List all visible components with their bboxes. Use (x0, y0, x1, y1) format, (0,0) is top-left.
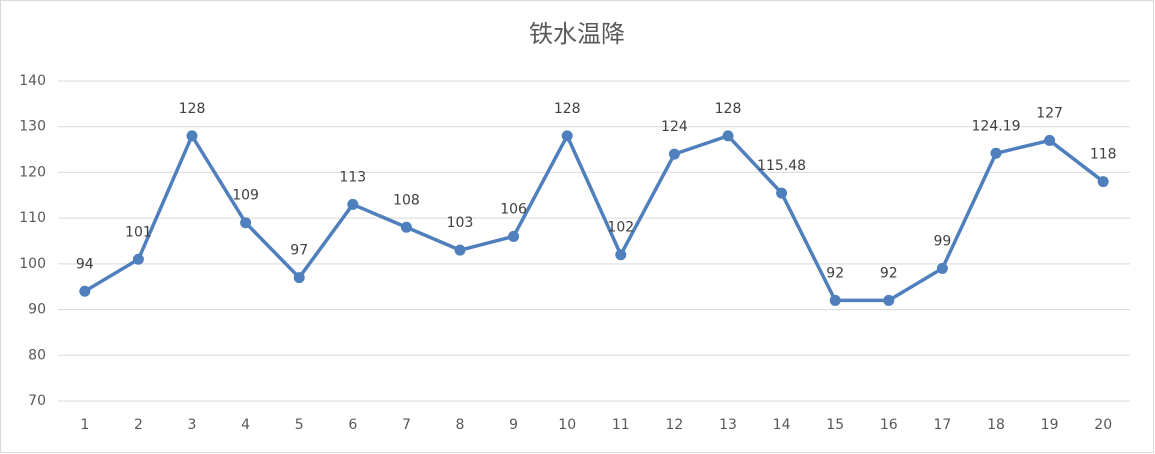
marker (240, 217, 252, 229)
y-tick-label: 110 (19, 210, 46, 226)
x-tick-label: 20 (1094, 417, 1112, 433)
data-label: 124 (661, 119, 688, 135)
data-label: 124.19 (972, 118, 1021, 134)
x-tick-label: 14 (773, 417, 791, 433)
data-label: 102 (607, 220, 634, 236)
y-tick-label: 100 (19, 256, 46, 272)
x-tick-label: 2 (134, 417, 143, 433)
marker (132, 253, 144, 265)
y-tick-label: 70 (28, 393, 46, 409)
marker (508, 230, 520, 242)
x-tick-label: 10 (558, 417, 576, 433)
x-tick-label: 19 (1041, 417, 1059, 433)
data-label: 92 (880, 265, 898, 281)
data-label: 118 (1090, 147, 1117, 163)
marker (1044, 134, 1056, 146)
x-tick-label: 8 (456, 417, 465, 433)
marker (990, 147, 1002, 159)
marker (561, 130, 573, 142)
x-tick-label: 18 (987, 417, 1005, 433)
y-tick-label: 90 (28, 302, 46, 318)
y-tick-label: 140 (19, 73, 46, 89)
marker (668, 148, 680, 160)
x-tick-label: 3 (188, 417, 197, 433)
x-tick-label: 17 (933, 417, 951, 433)
data-label: 103 (447, 215, 474, 231)
x-tick-label: 6 (348, 417, 357, 433)
data-label: 94 (76, 256, 94, 272)
x-tick-label: 9 (509, 417, 518, 433)
data-label: 92 (826, 265, 844, 281)
x-tick-label: 4 (241, 417, 250, 433)
marker (347, 198, 359, 210)
x-tick-label: 16 (880, 417, 898, 433)
data-label: 128 (554, 101, 581, 117)
marker (776, 187, 788, 199)
x-tick-label: 5 (295, 417, 304, 433)
data-label: 101 (125, 224, 152, 240)
x-tick-label: 15 (826, 417, 844, 433)
x-tick-label: 1 (80, 417, 89, 433)
marker (615, 249, 627, 261)
marker (936, 262, 948, 274)
line (83, 134, 1105, 303)
data-label: 109 (232, 188, 259, 204)
marker (186, 130, 198, 142)
marker (400, 221, 412, 233)
x-tick-label: 13 (719, 417, 737, 433)
data-label: 128 (179, 101, 206, 117)
y-tick-label: 130 (19, 119, 46, 135)
marker (829, 294, 841, 306)
y-tick-label: 120 (19, 164, 46, 180)
data-label: 108 (393, 192, 420, 208)
data-label: 99 (933, 233, 951, 249)
data-label: 115.48 (757, 158, 806, 174)
data-label: 127 (1036, 105, 1063, 121)
data-label: 106 (500, 201, 527, 217)
marker (1097, 176, 1109, 188)
data-label: 113 (339, 169, 366, 185)
marker (79, 285, 91, 297)
marker (722, 130, 734, 142)
marker (454, 244, 466, 256)
x-tick-label: 12 (665, 417, 683, 433)
data-label: 97 (290, 243, 308, 259)
y-tick-label: 80 (28, 347, 46, 363)
chart-title: 铁水温降 (529, 20, 625, 48)
data-label: 128 (715, 101, 742, 117)
marker (293, 272, 305, 284)
x-tick-label: 7 (402, 417, 411, 433)
marker (883, 294, 895, 306)
x-tick-label: 11 (612, 417, 630, 433)
